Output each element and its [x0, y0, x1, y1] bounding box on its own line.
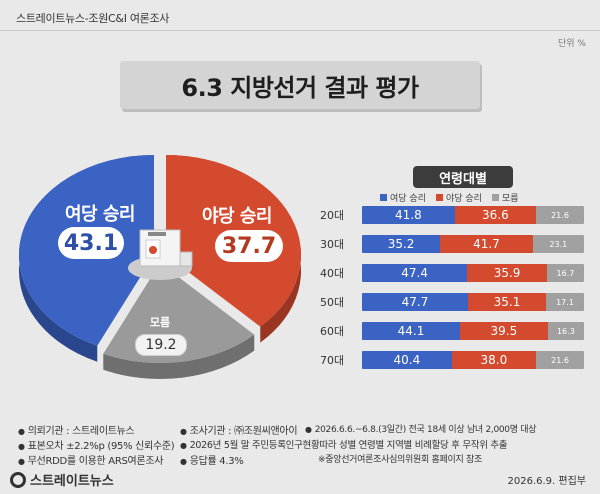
bar-segment-unknown: 21.6 — [536, 351, 584, 369]
bar-segment-ruling: 47.4 — [362, 264, 468, 282]
title-box: 6.3 지방선거 결과 평가 — [120, 61, 480, 109]
bar-segment-unknown: 17.1 — [546, 293, 584, 311]
ballot-box-icon — [128, 229, 193, 280]
age-row-70대: 70대 40.4 38.0 21.6 — [320, 350, 585, 370]
bar-segment-unknown: 16.3 — [547, 322, 584, 340]
pie-chart — [18, 155, 301, 379]
bar-segment-opp: 39.5 — [460, 322, 548, 340]
unit-label: 단위 % — [558, 39, 586, 49]
age-bar: 47.7 35.1 17.1 — [362, 293, 584, 311]
age-row-20대: 20대 41.8 36.6 21.6 — [320, 205, 585, 225]
bar-segment-ruling: 47.7 — [362, 293, 468, 311]
brand-name: 스트레이트뉴스 — [30, 474, 114, 489]
footer-period: ● 2026.6.6.~6.8.(3일간) 전국 18세 이상 남녀 2,000명… — [305, 425, 537, 435]
age-bar: 47.4 35.9 16.7 — [362, 264, 584, 282]
age-label: 20대 — [320, 209, 345, 222]
legend-unknown: 모름 — [491, 191, 519, 204]
pie-slice-side-2 — [103, 334, 255, 379]
bar-segment-ruling: 35.2 — [362, 235, 441, 253]
age-label: 40대 — [320, 267, 345, 280]
chart-title: 6.3 지방선거 결과 평가 — [181, 73, 419, 102]
footer-error: ● 표본오차 ±2.2%p (95% 신뢰수준) — [18, 441, 175, 452]
header-divider — [0, 30, 600, 31]
age-bar: 35.2 41.7 23.1 — [362, 235, 584, 253]
footer-response-rate: ● 응답률 4.3% — [180, 456, 244, 467]
footer-agency: ● 조사기관 : ㈜조원씨앤아이 — [180, 426, 298, 437]
footer-sampling: ● 2026년 5월 말 주민등록인구현황따라 성별 연령별 지역별 비례할당 후… — [180, 440, 508, 451]
age-bar: 44.1 39.5 16.3 — [362, 322, 584, 340]
age-label: 70대 — [320, 354, 345, 367]
age-legend: 여당 승리 야당 승리 모름 — [380, 191, 519, 204]
bar-segment-ruling: 41.8 — [362, 206, 455, 224]
legend-opp: 야당 승리 — [435, 191, 482, 204]
bar-segment-opp: 35.1 — [468, 293, 546, 311]
footer-method: ● 무선RDD를 이용한 ARS여론조사 — [18, 456, 164, 467]
top-header: 스트레이트뉴스-조원C&I 여론조사 — [16, 12, 170, 25]
opp-win-value: 37.7 — [215, 230, 283, 262]
bar-segment-unknown: 21.6 — [536, 206, 584, 224]
bar-segment-ruling: 40.4 — [362, 351, 452, 369]
opp-win-label: 야당 승리 — [201, 206, 273, 227]
ruling-win-value: 43.1 — [58, 227, 124, 259]
age-label: 60대 — [320, 325, 345, 338]
age-row-60대: 60대 44.1 39.5 16.3 — [320, 321, 585, 341]
age-row-50대: 50대 47.7 35.1 17.1 — [320, 292, 585, 312]
footer-client: ● 의뢰기관 : 스트레이트뉴스 — [18, 426, 135, 437]
age-chart-title: 연령대별 — [413, 166, 513, 188]
footer-note: ※중앙선거여론조사심의위원회 홈페이지 참조 — [318, 455, 482, 465]
unknown-label: 모름 — [149, 316, 171, 329]
brand-logo: 스트레이트뉴스 — [10, 470, 114, 489]
age-label: 30대 — [320, 238, 345, 251]
ruling-win-label: 여당 승리 — [64, 204, 136, 225]
age-bar: 41.8 36.6 21.6 — [362, 206, 584, 224]
bar-segment-opp: 41.7 — [440, 235, 533, 253]
brand-icon — [10, 471, 26, 488]
bar-segment-opp: 38.0 — [451, 351, 537, 369]
bar-segment-ruling: 44.1 — [362, 322, 460, 340]
legend-ruling: 여당 승리 — [380, 191, 426, 204]
age-row-30대: 30대 35.2 41.7 23.1 — [320, 234, 585, 254]
bar-segment-unknown: 16.7 — [546, 264, 584, 282]
age-row-40대: 40대 47.4 35.9 16.7 — [320, 263, 585, 283]
publish-date: 2026.6.9. 편집부 — [507, 476, 587, 487]
bar-segment-opp: 35.9 — [467, 264, 547, 282]
age-label: 50대 — [320, 296, 345, 309]
bar-segment-unknown: 23.1 — [532, 235, 584, 253]
age-bar: 40.4 38.0 21.6 — [362, 351, 584, 369]
bar-segment-opp: 36.6 — [454, 206, 537, 224]
unknown-value: 19.2 — [135, 334, 187, 356]
